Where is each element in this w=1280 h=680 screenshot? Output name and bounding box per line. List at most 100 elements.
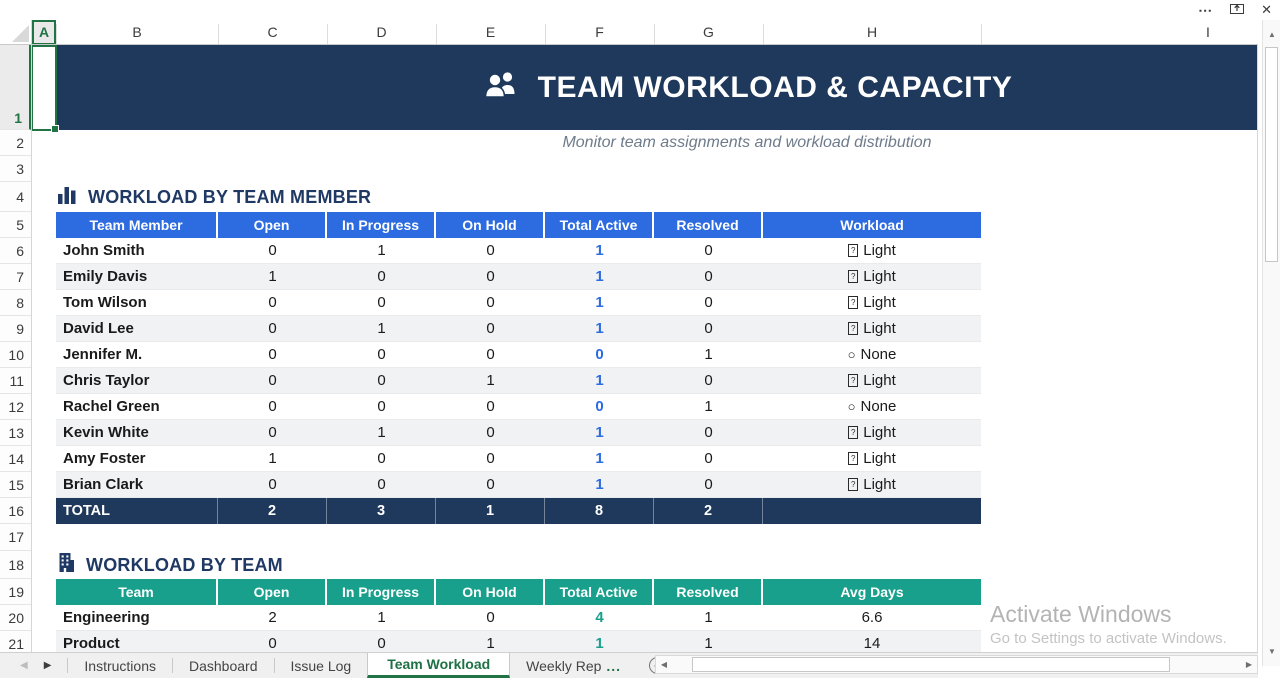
cell-name[interactable]: Amy Foster xyxy=(63,450,146,467)
cell-total-active[interactable]: 0 xyxy=(595,398,604,415)
cell-total-active[interactable]: 1 xyxy=(595,372,604,389)
cell-on-hold[interactable]: 0 xyxy=(486,294,495,311)
cell-name[interactable]: Brian Clark xyxy=(63,476,144,493)
column-header-f[interactable]: F xyxy=(595,24,604,40)
cell-workload[interactable]: ? Light xyxy=(763,264,981,289)
cell-total-workload[interactable] xyxy=(763,498,981,524)
cell-total-open[interactable]: 2 xyxy=(218,498,327,524)
row-header-4[interactable]: 4 xyxy=(0,182,31,212)
cell-total-label[interactable]: TOTAL xyxy=(56,498,218,524)
sheet-tab-issue-log[interactable]: Issue Log xyxy=(275,653,368,678)
cell-total-active[interactable]: 1 xyxy=(595,635,604,652)
cell-total-active[interactable]: 1 xyxy=(595,294,604,311)
team-header-2[interactable]: In Progress xyxy=(327,579,436,605)
cell-in-progress[interactable]: 0 xyxy=(377,450,386,467)
cell-total-active[interactable]: 4 xyxy=(595,609,604,626)
column-header-g[interactable]: G xyxy=(703,24,714,40)
sheet-tab-dashboard[interactable]: Dashboard xyxy=(173,653,274,678)
tab-scroll-left-icon[interactable]: ◀ xyxy=(20,660,28,671)
cell-resolved[interactable]: 1 xyxy=(704,346,713,363)
member-header-5[interactable]: Resolved xyxy=(654,212,763,238)
member-header-0[interactable]: Team Member xyxy=(56,212,218,238)
cell-open[interactable]: 2 xyxy=(268,609,277,626)
cell-total-active[interactable]: 1 xyxy=(595,476,604,493)
scroll-left-icon[interactable]: ◀ xyxy=(660,660,668,669)
team-header-4[interactable]: Total Active xyxy=(545,579,654,605)
row-header-19[interactable]: 19 xyxy=(0,579,31,605)
row-header-2[interactable]: 2 xyxy=(0,130,31,156)
subtitle-cell[interactable]: Monitor team assignments and workload di… xyxy=(56,130,1257,156)
row-header-11[interactable]: 11 xyxy=(0,368,31,394)
row-header-21[interactable]: 21 xyxy=(0,631,31,652)
cell-in-progress[interactable]: 0 xyxy=(377,372,386,389)
cell-workload[interactable]: ? Light xyxy=(763,446,981,471)
cell-workload[interactable]: ? Light xyxy=(763,420,981,445)
cell-total-active[interactable]: 0 xyxy=(595,346,604,363)
member-section-title-cell[interactable]: WORKLOAD BY TEAM MEMBER xyxy=(57,182,371,212)
cell-name[interactable]: Product xyxy=(63,635,120,652)
cell-name[interactable]: Engineering xyxy=(63,609,150,626)
cell-resolved[interactable]: 1 xyxy=(704,609,713,626)
cell-name[interactable]: Tom Wilson xyxy=(63,294,147,311)
cell-total-active[interactable]: 1 xyxy=(595,268,604,285)
scroll-down-icon[interactable]: ▼ xyxy=(1268,646,1276,656)
row-header-20[interactable]: 20 xyxy=(0,605,31,631)
cell-in-progress[interactable]: 1 xyxy=(377,320,386,337)
row-header-13[interactable]: 13 xyxy=(0,420,31,446)
cell-open[interactable]: 0 xyxy=(268,476,277,493)
member-header-1[interactable]: Open xyxy=(218,212,327,238)
team-section-title-cell[interactable]: WORKLOAD BY TEAM xyxy=(57,551,283,579)
cell-name[interactable]: David Lee xyxy=(63,320,134,337)
cell-avg-days[interactable]: 14 xyxy=(863,635,881,652)
row-header-12[interactable]: 12 xyxy=(0,394,31,420)
cell-open[interactable]: 0 xyxy=(268,424,277,441)
team-header-0[interactable]: Team xyxy=(56,579,218,605)
cell-in-progress[interactable]: 1 xyxy=(377,242,386,259)
cell-workload[interactable]: ○ None xyxy=(763,342,981,367)
cell-in-progress[interactable]: 0 xyxy=(377,346,386,363)
cell-workload[interactable]: ? Light xyxy=(763,316,981,341)
tab-scroll-right-icon[interactable]: ▶ xyxy=(43,660,52,671)
row-header-5[interactable]: 5 xyxy=(0,212,31,238)
cell-name[interactable]: Kevin White xyxy=(63,424,149,441)
row-header-8[interactable]: 8 xyxy=(0,290,31,316)
cell-open[interactable]: 0 xyxy=(268,294,277,311)
cell-open[interactable]: 0 xyxy=(268,398,277,415)
cell-workload[interactable]: ? Light xyxy=(763,238,981,263)
select-all-corner[interactable] xyxy=(0,20,32,45)
sheet-tab-weekly-rep[interactable]: Weekly Rep... xyxy=(510,653,637,678)
member-header-6[interactable]: Workload xyxy=(763,212,981,238)
cell-workload[interactable]: ? Light xyxy=(763,472,981,497)
cell-resolved[interactable]: 0 xyxy=(704,424,713,441)
scroll-up-icon[interactable]: ▲ xyxy=(1268,29,1276,39)
team-header-1[interactable]: Open xyxy=(218,579,327,605)
row-header-6[interactable]: 6 xyxy=(0,238,31,264)
cell-name[interactable]: Emily Davis xyxy=(63,268,148,285)
member-header-3[interactable]: On Hold xyxy=(436,212,545,238)
cell-resolved[interactable]: 0 xyxy=(704,268,713,285)
cell-open[interactable]: 0 xyxy=(268,346,277,363)
column-header-i[interactable]: I xyxy=(1206,24,1210,40)
row-header-15[interactable]: 15 xyxy=(0,472,31,498)
column-header-e[interactable]: E xyxy=(485,24,496,40)
cell-on-hold[interactable]: 1 xyxy=(486,372,495,389)
title-banner-cell[interactable]: TEAM WORKLOAD & CAPACITY xyxy=(56,45,1257,130)
close-icon[interactable]: ✕ xyxy=(1261,2,1272,17)
cell-resolved[interactable]: 0 xyxy=(704,294,713,311)
member-header-4[interactable]: Total Active xyxy=(545,212,654,238)
row-header-9[interactable]: 9 xyxy=(0,316,31,342)
cell-name[interactable]: John Smith xyxy=(63,242,145,259)
cell-total-resolved[interactable]: 2 xyxy=(654,498,763,524)
cell-on-hold[interactable]: 0 xyxy=(486,424,495,441)
cell-open[interactable]: 0 xyxy=(268,242,277,259)
cell-in-progress[interactable]: 1 xyxy=(377,609,386,626)
cell-open[interactable]: 0 xyxy=(268,372,277,389)
cell-on-hold[interactable]: 0 xyxy=(486,346,495,363)
cell-resolved[interactable]: 0 xyxy=(704,372,713,389)
cell-on-hold[interactable]: 0 xyxy=(486,398,495,415)
row-header-18[interactable]: 18 xyxy=(0,551,31,579)
column-header-b[interactable]: B xyxy=(132,24,142,40)
cell-on-hold[interactable]: 0 xyxy=(486,476,495,493)
cell-resolved[interactable]: 0 xyxy=(704,476,713,493)
cell-on-hold[interactable]: 1 xyxy=(486,635,495,652)
